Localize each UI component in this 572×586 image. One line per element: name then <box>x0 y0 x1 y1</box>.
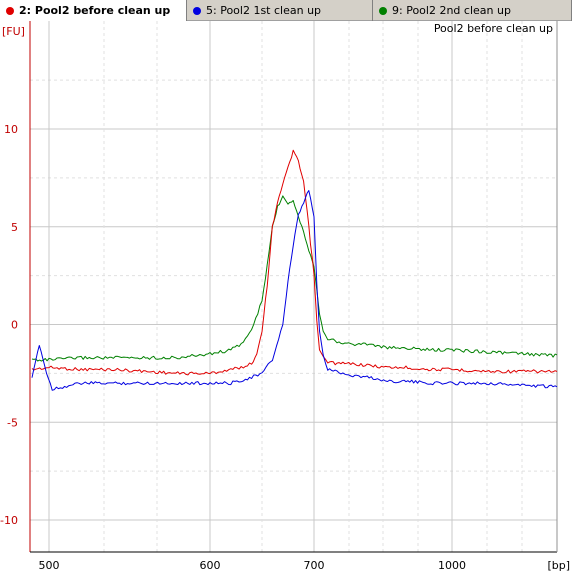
sample-tab-bar: 2: Pool2 before clean up 5: Pool2 1st cle… <box>0 0 572 21</box>
x-tick-label: 700 <box>304 559 325 572</box>
sample-tab-label: 5: Pool2 1st clean up <box>206 4 322 17</box>
sample-color-dot-icon <box>379 6 387 15</box>
x-tick-label: 1000 <box>438 559 466 572</box>
series-line-2 <box>31 190 558 391</box>
x-tick-label: 600 <box>200 559 221 572</box>
x-axis-unit-label: [bp] <box>547 559 570 572</box>
y-tick-label: 5 <box>11 221 18 234</box>
chart-title: Pool2 before clean up <box>434 22 553 35</box>
sample-tab-label: 2: Pool2 before clean up <box>19 4 171 17</box>
sample-color-dot-icon <box>6 6 14 15</box>
sample-tab-3[interactable]: 9: Pool2 2nd clean up <box>373 0 572 21</box>
series-line-1 <box>31 149 558 376</box>
sample-color-dot-icon <box>193 6 201 15</box>
y-axis-unit-label: [FU] <box>2 25 25 38</box>
y-tick-label: -5 <box>7 416 18 429</box>
sample-tab-label: 9: Pool2 2nd clean up <box>392 4 511 17</box>
y-tick-label: 0 <box>11 319 18 332</box>
series-line-3 <box>31 195 558 362</box>
y-tick-label: -10 <box>0 514 18 527</box>
x-tick-label: 500 <box>39 559 60 572</box>
sample-tab-2[interactable]: 5: Pool2 1st clean up <box>187 0 373 21</box>
grid-lines <box>30 21 557 552</box>
sample-tab-1[interactable]: 2: Pool2 before clean up <box>0 0 187 21</box>
electropherogram-chart: 10 5 0 -5 -10 500 600 700 1000 [FU] [bp] Pool2 befo… <box>0 21 570 572</box>
y-tick-label: 10 <box>4 123 18 136</box>
